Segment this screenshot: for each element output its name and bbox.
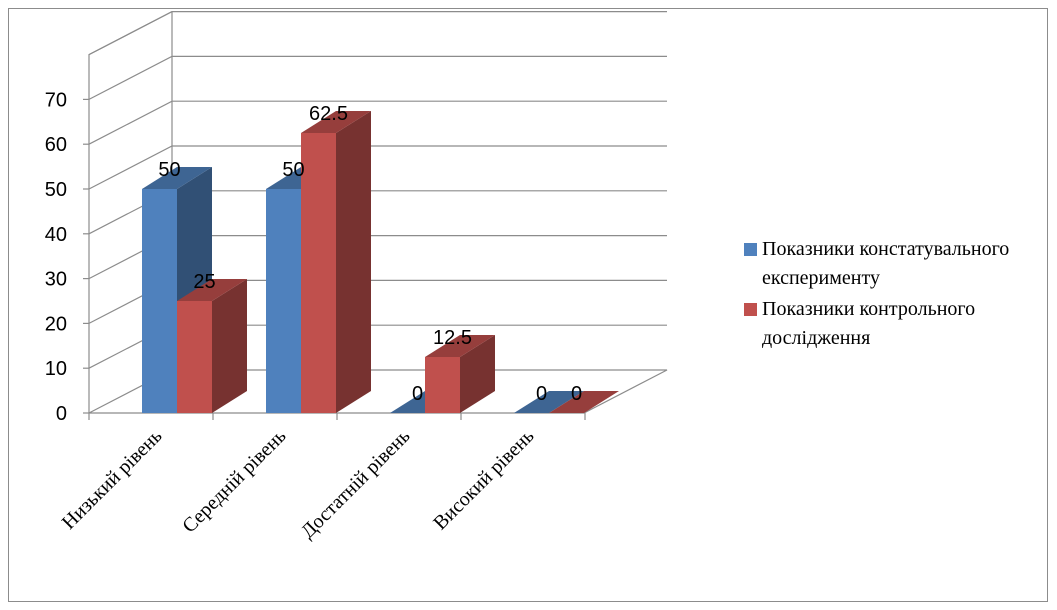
y-tick-label: 50 bbox=[45, 179, 67, 201]
y-tick-label: 70 bbox=[45, 89, 67, 111]
data-label: 50 bbox=[158, 159, 180, 181]
bar-front bbox=[142, 189, 177, 413]
bar-side bbox=[212, 279, 247, 413]
legend-item-series-2: Показники контрольного дослідження bbox=[744, 295, 1054, 353]
category-label: Середній рівень bbox=[178, 425, 290, 537]
legend-swatch-series-2 bbox=[744, 303, 757, 316]
data-label: 62.5 bbox=[309, 103, 348, 125]
data-label: 0 bbox=[412, 383, 423, 405]
y-tick-label: 20 bbox=[45, 313, 67, 335]
data-labels: 50 50 0 0 25 62.5 12.5 0 bbox=[158, 103, 582, 405]
legend-label-series-2: Показники контрольного дослідження bbox=[762, 298, 976, 349]
bar-side bbox=[460, 335, 495, 413]
y-tick-label: 40 bbox=[45, 224, 67, 246]
gridline bbox=[88, 55, 667, 100]
bar bbox=[425, 335, 495, 413]
y-tick-label: 60 bbox=[45, 134, 67, 156]
bar-top bbox=[514, 391, 584, 413]
bar-front bbox=[266, 189, 301, 413]
legend: Показники констатувального експерименту … bbox=[744, 235, 1054, 355]
bar-front bbox=[177, 301, 212, 413]
bar bbox=[177, 279, 247, 413]
bar bbox=[549, 391, 619, 413]
legend-label-series-1: Показники констатувального експерименту bbox=[762, 238, 1010, 289]
bar-front bbox=[425, 357, 460, 413]
chart-plot: 0 10 20 30 40 50 60 70 50 50 0 0 25 62.5 12.5 0 Низьки… bbox=[45, 10, 668, 543]
gridline bbox=[88, 10, 667, 56]
bars bbox=[142, 111, 619, 413]
data-label: 12.5 bbox=[433, 327, 472, 349]
legend-swatch-series-1 bbox=[744, 243, 757, 256]
bar-top bbox=[142, 167, 212, 189]
data-label: 0 bbox=[536, 383, 547, 405]
legend-item-series-1: Показники констатувального експерименту bbox=[744, 235, 1054, 293]
data-label: 25 bbox=[193, 271, 215, 293]
value-axis: 0 10 20 30 40 50 60 70 bbox=[45, 89, 89, 425]
bar-top bbox=[301, 111, 371, 133]
y-tick-label: 0 bbox=[56, 403, 67, 425]
category-label: Низький рівень bbox=[58, 425, 167, 534]
gridline bbox=[88, 100, 667, 145]
data-label: 50 bbox=[282, 159, 304, 181]
bar-top bbox=[177, 279, 247, 301]
category-label: Високий рівень bbox=[429, 425, 538, 534]
bar-top bbox=[549, 391, 619, 413]
chart-frame: 0 10 20 30 40 50 60 70 50 50 0 0 25 62.5 12.5 0 Низьки… bbox=[8, 8, 1048, 602]
category-label: Достатній рівень bbox=[297, 425, 415, 543]
data-label: 0 bbox=[571, 383, 582, 405]
y-tick-label: 30 bbox=[45, 269, 67, 291]
gridline bbox=[88, 145, 667, 190]
bar-front bbox=[301, 133, 336, 413]
bar bbox=[301, 111, 371, 413]
bar-side bbox=[336, 111, 371, 413]
y-tick-label: 10 bbox=[45, 358, 67, 380]
category-axis: Низький рівень Середній рівень Достатній р… bbox=[58, 413, 586, 543]
bar-top bbox=[425, 335, 495, 357]
bar bbox=[514, 391, 584, 413]
